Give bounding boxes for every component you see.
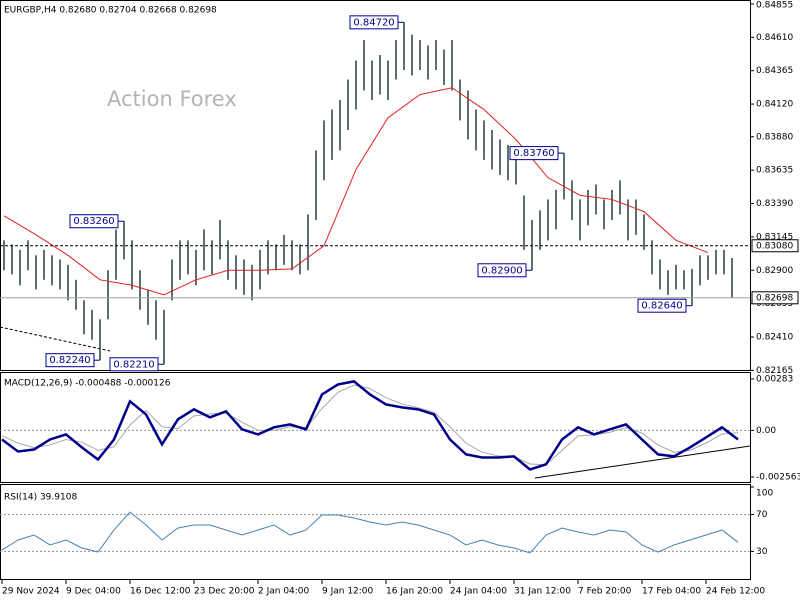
annotation-box bbox=[509, 146, 559, 161]
x-tick-label: 7 Feb 20:00 bbox=[578, 587, 632, 597]
y-tick-label: 0.83635 bbox=[756, 166, 793, 176]
watermark: Action Forex bbox=[107, 87, 237, 111]
annotation-box bbox=[45, 353, 95, 368]
macd-panel bbox=[0, 372, 751, 483]
annotation-label: 0.82240 bbox=[49, 355, 90, 366]
x-tick-label: 29 Nov 2024 bbox=[2, 587, 60, 597]
indicator-line bbox=[1, 511, 739, 554]
annotation-label: 0.83760 bbox=[513, 148, 554, 159]
annotation-label: 0.82640 bbox=[641, 301, 682, 312]
main-panel bbox=[0, 0, 751, 371]
x-tick-label: 24 Jan 04:00 bbox=[450, 587, 507, 597]
y-tick-label: -0.002563 bbox=[756, 472, 800, 482]
annotation-label: 0.82900 bbox=[481, 265, 522, 276]
y-tick-label: 0.82165 bbox=[756, 366, 793, 376]
price-level-label: 0.82698 bbox=[756, 293, 793, 303]
y-tick-label: 100 bbox=[756, 489, 773, 499]
y-tick-label: 0.00283 bbox=[756, 375, 793, 385]
price-level-box bbox=[751, 239, 799, 253]
x-tick-label: 17 Feb 04:00 bbox=[642, 587, 701, 597]
x-tick-label: 24 Feb 12:00 bbox=[706, 587, 765, 597]
macd-trendline bbox=[534, 445, 751, 479]
annotation-box bbox=[69, 214, 119, 229]
x-tick-label: 16 Jan 20:00 bbox=[386, 587, 443, 597]
x-tick-label: 9 Jan 12:00 bbox=[322, 587, 374, 597]
annotation-box bbox=[109, 357, 159, 372]
y-tick-label: 0.82900 bbox=[756, 266, 793, 276]
y-tick-label: 0.83145 bbox=[756, 232, 793, 242]
y-tick-label: 30 bbox=[756, 547, 768, 557]
y-tick-label: 0.84365 bbox=[756, 66, 793, 76]
moving-average bbox=[3, 87, 709, 296]
panel-title: RSI(14) 39.9108 bbox=[4, 493, 77, 503]
y-tick-label: 0.83390 bbox=[756, 199, 793, 209]
y-tick-label: 0.00 bbox=[756, 426, 776, 436]
annotation-label: 0.82210 bbox=[113, 359, 154, 370]
trendline bbox=[0, 326, 111, 352]
indicator-line bbox=[1, 380, 739, 471]
price-level-box bbox=[751, 291, 799, 305]
y-tick-label: 0.82410 bbox=[756, 333, 793, 343]
x-tick-label: 31 Jan 12:00 bbox=[514, 587, 571, 597]
annotation-box bbox=[477, 263, 527, 278]
panel-title: MACD(12,26,9) -0.000488 -0.000126 bbox=[4, 379, 171, 389]
x-tick-label: 9 Dec 04:00 bbox=[66, 587, 121, 597]
x-tick-label: 2 Jan 04:00 bbox=[258, 587, 310, 597]
y-tick-label: 0.84855 bbox=[756, 1, 793, 11]
indicator-line bbox=[1, 384, 739, 466]
y-tick-label: 0.84120 bbox=[756, 100, 793, 110]
x-tick-label: 16 Dec 12:00 bbox=[130, 587, 191, 597]
panel-title: EURGBP,H4 0.82680 0.82704 0.82668 0.8269… bbox=[4, 6, 217, 16]
y-tick-label: 70 bbox=[756, 510, 768, 520]
x-tick-label: 23 Dec 20:00 bbox=[194, 587, 255, 597]
y-tick-label: 0.84610 bbox=[756, 33, 793, 43]
annotation-box bbox=[637, 298, 687, 313]
annotation-label: 0.84720 bbox=[353, 17, 394, 28]
annotation-box bbox=[349, 15, 399, 30]
price-level-label: 0.83080 bbox=[756, 241, 793, 251]
y-tick-label: 0.83880 bbox=[756, 132, 793, 142]
annotation-label: 0.83260 bbox=[73, 216, 114, 227]
